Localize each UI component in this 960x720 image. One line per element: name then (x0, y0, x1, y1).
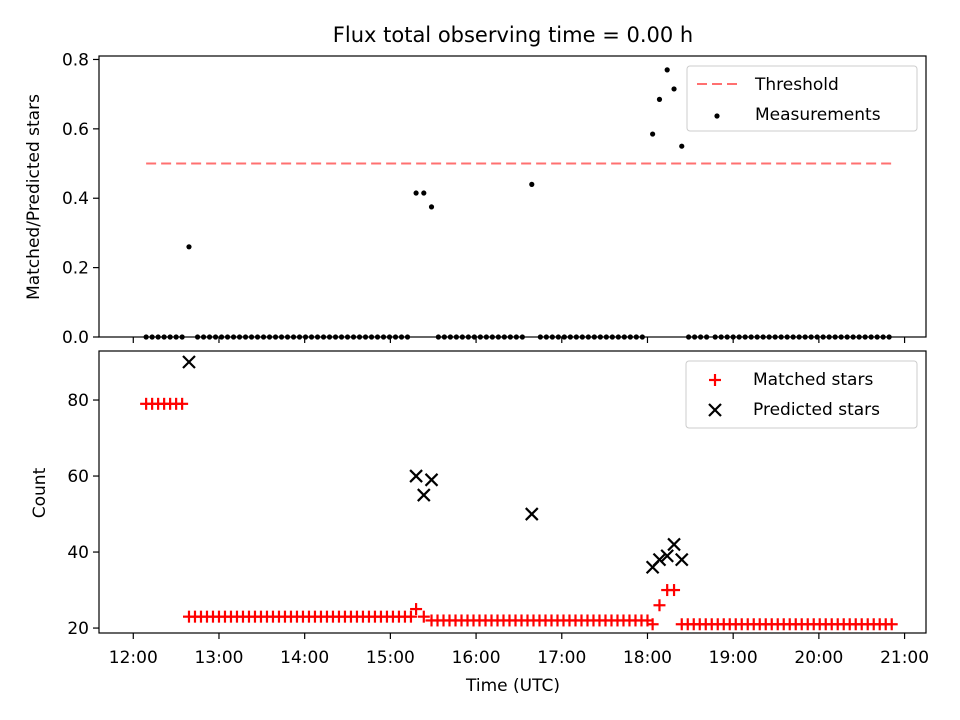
legend-matched-swatch (709, 374, 721, 386)
predicted-star-point (182, 355, 196, 369)
bottom-ytick-label: 40 (67, 543, 89, 563)
top-ytick-label: 0.6 (62, 120, 89, 140)
bottom-ytick-label: 80 (67, 391, 89, 411)
measurement-point (664, 67, 670, 73)
predicted-star-point (525, 507, 539, 521)
top-plot: Matched/Predicted stars 0.00.20.40.60.8 … (24, 50, 927, 348)
legend-predicted-label: Predicted stars (753, 400, 880, 420)
bottom-ytick-label: 60 (67, 467, 89, 487)
legend-threshold-label: Threshold (754, 75, 839, 95)
top-legend: Threshold Measurements (686, 65, 918, 132)
bottom-xtick-label: 15:00 (366, 648, 415, 668)
matched-star-point (404, 610, 417, 623)
top-plot-frame (98, 55, 927, 338)
bottom-xtick-label: 14:00 (280, 648, 329, 668)
bottom-xtick-label: 19:00 (709, 648, 758, 668)
bottom-ytick-label: 20 (67, 619, 89, 639)
top-legend-box (686, 65, 918, 132)
top-ytick-label: 0.0 (62, 328, 89, 348)
top-ylabel: Matched/Predicted stars (24, 94, 44, 300)
predicted-star-point (660, 549, 674, 563)
matched-star-point (410, 603, 423, 616)
bottom-ylabel: Count (30, 467, 50, 518)
top-yticks: 0.0 0.2 0.4 0.6 0.8 (62, 50, 99, 348)
measurement-point (428, 204, 435, 210)
measurement-point (413, 190, 419, 196)
bottom-yticks: 20 40 60 80 (67, 391, 99, 639)
measurement-point (650, 131, 656, 137)
matched-star-point (646, 618, 659, 631)
matched-star-point (653, 599, 666, 612)
matched-star-point (668, 584, 681, 597)
predicted-points (182, 355, 689, 575)
matched-star-point (885, 618, 898, 631)
predicted-star-point (424, 473, 439, 487)
top-ytick-label: 0.4 (62, 189, 89, 209)
measurement-point (656, 96, 663, 102)
predicted-star-point (674, 552, 689, 567)
bottom-xtick-label: 18:00 (623, 648, 672, 668)
bottom-xticks: 12:00 13:00 14:00 15:00 16:00 17:00 18:00 19:00… (109, 633, 929, 668)
legend-measurements-swatch (714, 113, 720, 119)
bottom-xlabel: Time (UTC) (465, 676, 560, 696)
predicted-star-point (409, 469, 423, 483)
matched-star-point (417, 610, 430, 623)
measurement-point (679, 143, 685, 149)
predicted-star-point (667, 537, 681, 552)
bottom-xtick-label: 20:00 (794, 648, 843, 668)
legend-measurements-label: Measurements (755, 105, 881, 125)
predicted-star-point (417, 488, 431, 502)
bottom-plot-frame (98, 350, 927, 634)
measurement-point (529, 181, 535, 187)
top-ytick-label: 0.8 (62, 50, 89, 70)
bottom-xtick-label: 17:00 (537, 648, 586, 668)
bottom-legend-box (685, 360, 918, 429)
top-ytick-label: 0.2 (62, 259, 89, 279)
legend-matched-label: Matched stars (753, 370, 873, 390)
bottom-xtick-label: 16:00 (452, 648, 501, 668)
bottom-xtick-label: 12:00 (109, 648, 158, 668)
bottom-xtick-label: 13:00 (194, 648, 243, 668)
matched-points (140, 397, 898, 631)
bottom-plot: Count Time (UTC) 20 40 60 80 12:00 13:00 14:0… (30, 350, 929, 696)
legend-predicted-swatch (708, 403, 722, 417)
measurement-point (186, 244, 192, 250)
figure-title: Flux total observing time = 0.00 h (333, 23, 693, 47)
matched-star-point (176, 397, 189, 410)
measurement-point (671, 86, 677, 92)
predicted-star-point (652, 552, 667, 567)
bottom-legend: Matched stars Predicted stars (685, 360, 918, 429)
measurement-point (421, 190, 427, 196)
bottom-xtick-label: 21:00 (880, 648, 929, 668)
